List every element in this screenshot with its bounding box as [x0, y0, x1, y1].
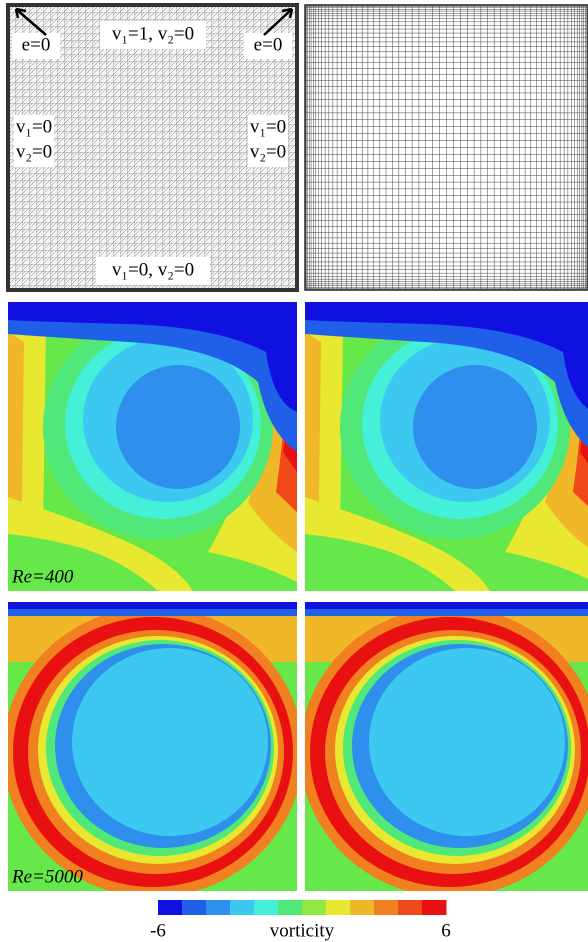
bc-label: v₂=0: [16, 141, 52, 162]
row-label: Re=400: [11, 566, 74, 587]
colorbar-swatch: [230, 900, 255, 915]
bc-label: e=0: [254, 34, 283, 55]
colorbar-swatch: [182, 900, 207, 915]
contour-panel: Re=400: [8, 302, 297, 591]
colorbar-swatch: [350, 900, 375, 915]
colorbar-tick-label: 6: [441, 920, 451, 941]
colorbar-swatch: [206, 900, 231, 915]
colorbar-swatch: [374, 900, 399, 915]
colorbar-swatch: [326, 900, 351, 915]
bc-label: v₁=0: [16, 116, 52, 137]
contour-panel: Re=5000: [3, 602, 303, 897]
bc-label: v₂=0: [250, 141, 286, 162]
colorbar-tick-label: -6: [150, 920, 166, 941]
colorbar-swatch: [302, 900, 327, 915]
colorbar-label: vorticity: [270, 920, 335, 941]
bc-label: v₁=1, v₂=0: [112, 23, 194, 44]
contour-panel: [305, 302, 588, 591]
row-label: Re=5000: [11, 866, 83, 887]
grid-panel: [305, 5, 588, 290]
colorbar-swatch: [398, 900, 423, 915]
figure: v₁=1, v₂=0 e=0 e=0 v₁=0 v₂=0 v₁=0 v₂=0 v…: [0, 0, 588, 942]
colorbar-swatch: [278, 900, 303, 915]
colorbar-swatch: [422, 900, 447, 915]
bc-label: v₁=0, v₂=0: [112, 259, 194, 280]
bc-label: e=0: [22, 34, 51, 55]
colorbar: vorticity -6 6: [150, 900, 451, 941]
colorbar-swatch: [254, 900, 279, 915]
contour-panel: [300, 602, 588, 897]
bc-label: v₁=0: [250, 116, 286, 137]
colorbar-swatch: [158, 900, 183, 915]
mesh-panel: v₁=1, v₂=0 e=0 e=0 v₁=0 v₂=0 v₁=0 v₂=0 v…: [8, 5, 297, 290]
